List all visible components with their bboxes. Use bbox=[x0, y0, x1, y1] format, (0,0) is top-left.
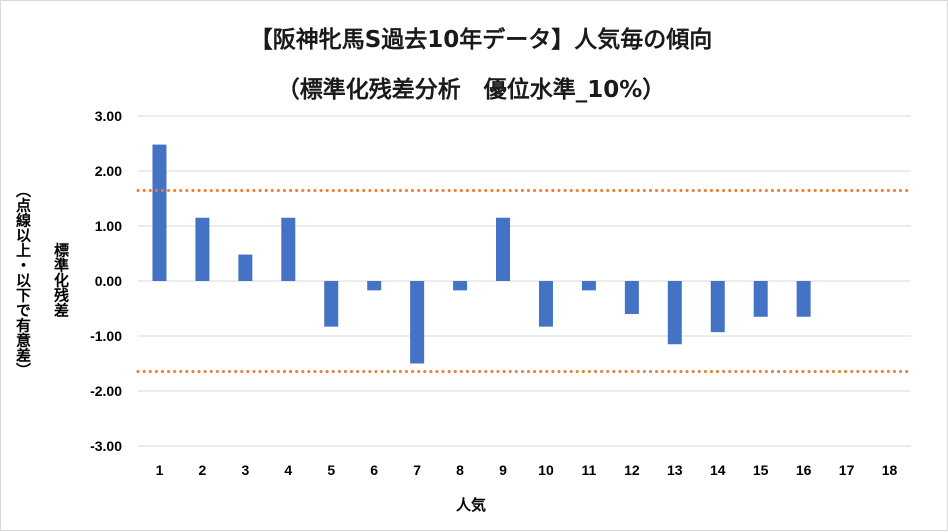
x-tick-label: 17 bbox=[839, 462, 855, 478]
x-tick-label: 7 bbox=[413, 462, 421, 478]
y-axis-note: （点線以上・以下で有意差） bbox=[14, 183, 32, 378]
bar bbox=[195, 217, 210, 281]
x-tick-label: 2 bbox=[199, 462, 207, 478]
y-tick-label: 3.00 bbox=[95, 108, 122, 124]
x-tick-label: 18 bbox=[882, 462, 898, 478]
bar bbox=[496, 217, 511, 281]
bar bbox=[581, 281, 596, 291]
bar bbox=[410, 281, 425, 364]
bar bbox=[753, 281, 768, 317]
y-tick-label: -1.00 bbox=[90, 328, 122, 344]
y-tick-labels: 3.00 2.00 1.00 0.00 -1.00 -2.00 -3.00 bbox=[90, 108, 122, 454]
x-tick-label: 16 bbox=[796, 462, 812, 478]
bar bbox=[624, 281, 639, 314]
bars bbox=[152, 144, 811, 364]
y-tick-label: -3.00 bbox=[90, 438, 122, 454]
x-tick-label: 10 bbox=[538, 462, 554, 478]
y-tick-label: -2.00 bbox=[90, 383, 122, 399]
y-axis-title: 標準化残差 bbox=[52, 242, 70, 318]
x-tick-label: 8 bbox=[456, 462, 464, 478]
x-tick-label: 15 bbox=[753, 462, 769, 478]
bar bbox=[710, 281, 725, 333]
x-tick-label: 1 bbox=[156, 462, 164, 478]
bar bbox=[152, 144, 167, 281]
bar bbox=[238, 254, 253, 281]
x-tick-labels: 1 2 3 4 5 6 7 8 9 10 11 12 13 14 15 16 17 18 bbox=[156, 462, 898, 478]
x-tick-label: 5 bbox=[327, 462, 335, 478]
x-tick-label: 3 bbox=[241, 462, 249, 478]
x-tick-label: 4 bbox=[284, 462, 292, 478]
bar bbox=[367, 281, 382, 291]
x-tick-label: 14 bbox=[710, 462, 726, 478]
threshold-lines bbox=[136, 189, 913, 373]
x-tick-label: 6 bbox=[370, 462, 378, 478]
y-tick-label: 2.00 bbox=[95, 163, 122, 179]
bar bbox=[667, 281, 682, 345]
y-tick-label: 1.00 bbox=[95, 218, 122, 234]
x-tick-label: 11 bbox=[582, 462, 597, 478]
y-tick-label: 0.00 bbox=[95, 273, 122, 289]
bar bbox=[281, 217, 296, 281]
x-tick-label: 13 bbox=[667, 462, 683, 478]
chart-subtitle: （標準化残差分析 優位水準_10%） bbox=[277, 76, 666, 103]
bar bbox=[324, 281, 339, 327]
bar bbox=[453, 281, 468, 291]
bar bbox=[796, 281, 811, 317]
bar bbox=[538, 281, 553, 327]
x-tick-label: 12 bbox=[624, 462, 640, 478]
gridlines bbox=[138, 115, 911, 447]
chart-title: 【阪神牝馬S過去10年データ】人気毎の傾向 bbox=[250, 26, 713, 53]
x-tick-label: 9 bbox=[499, 462, 507, 478]
x-axis-title: 人気 bbox=[456, 496, 486, 514]
